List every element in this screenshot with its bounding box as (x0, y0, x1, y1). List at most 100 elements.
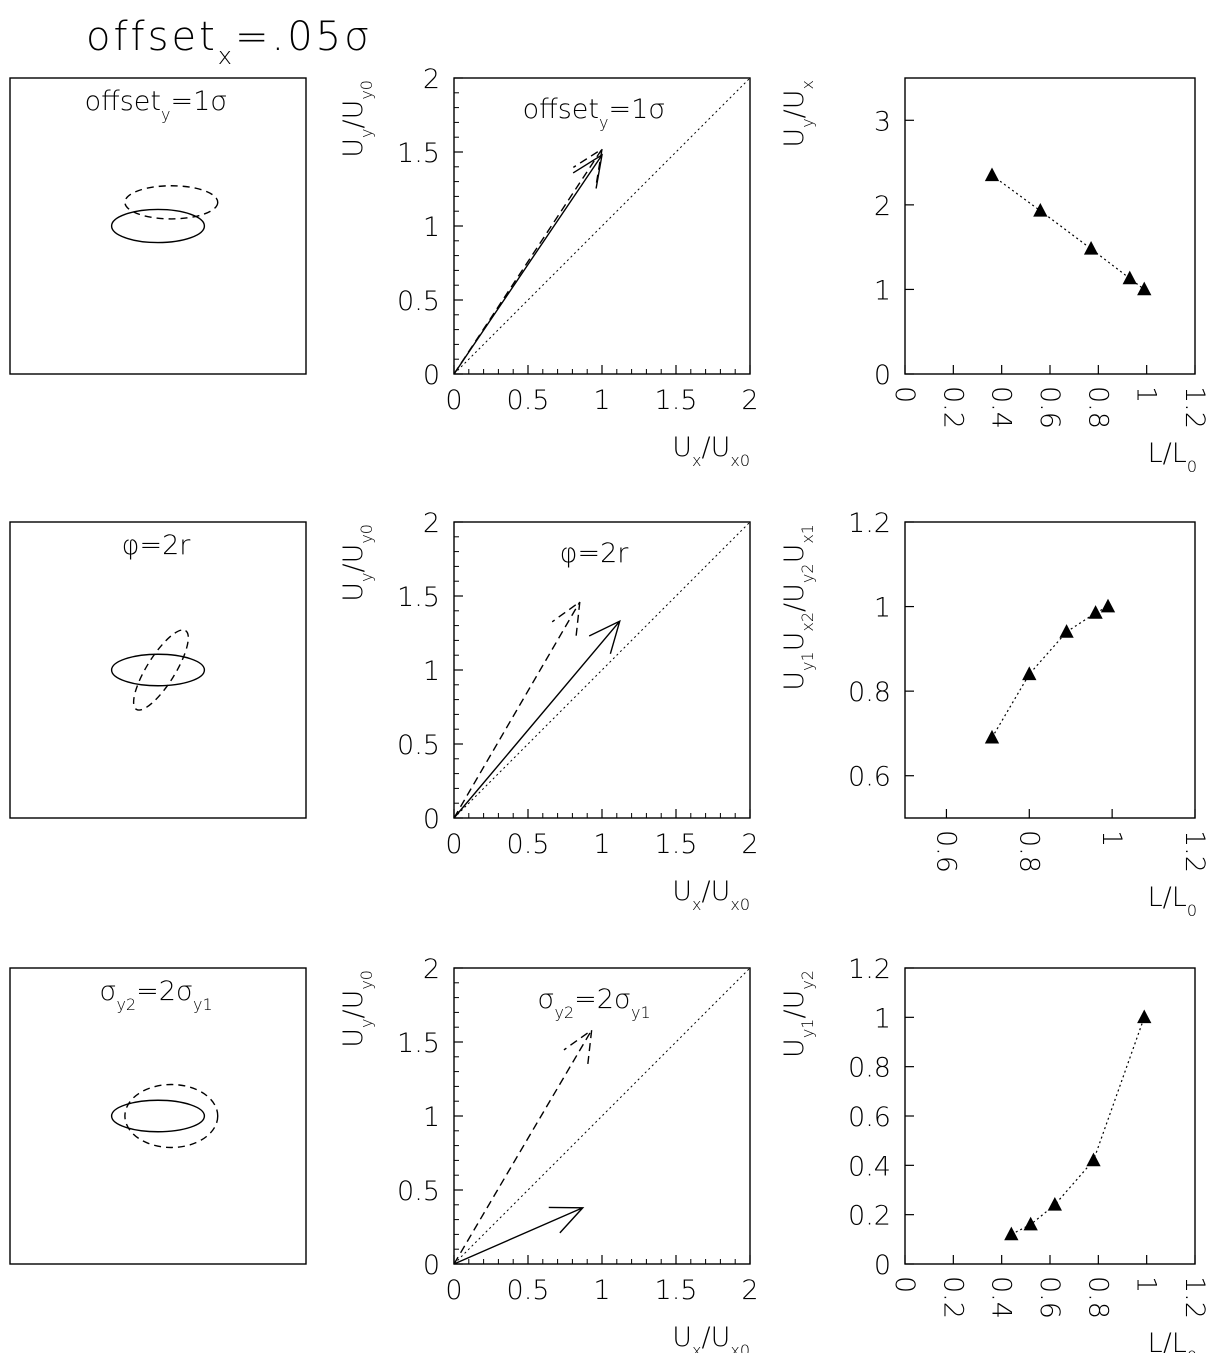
x-tick-label: 1 (1131, 1276, 1162, 1293)
ratio-frame (904, 521, 1196, 819)
x-tick-label: 0.4 (986, 386, 1017, 429)
data-point-1 (984, 167, 1000, 182)
y-tick-label: 0.5 (397, 1176, 440, 1207)
schematic-label: φ=2r (122, 530, 192, 561)
y-tick-label: 1 (423, 656, 440, 687)
y-axis-label-main2: /U (338, 544, 369, 573)
x-tick-label: 0.6 (1034, 386, 1065, 429)
ratio-y-axis-label-part: x1 (798, 524, 817, 544)
schematic-label-main: φ=2r (122, 530, 192, 561)
y-tick-label: 1.5 (397, 138, 440, 169)
ratio-x-axis-label-main: L/L (1148, 882, 1187, 913)
x-axis-label-main: U (672, 432, 692, 463)
y-tick-label: 1 (874, 593, 891, 624)
x-tick-label: 1.5 (655, 1275, 698, 1306)
x-axis-label-sub: x (692, 1341, 701, 1353)
y-tick-label: 1.2 (848, 954, 891, 985)
y-axis-label: Uy/Uy0 (338, 970, 376, 1048)
x-axis-label-sub2: x0 (730, 451, 750, 470)
schematic-label: offsety=1σ (85, 86, 228, 124)
beam-ellipse-solid (110, 1099, 206, 1133)
y-tick-label: 2 (874, 191, 891, 222)
x-tick-label: 0.8 (1082, 1276, 1113, 1319)
data-point-3 (1059, 624, 1074, 638)
schematic-frame (9, 521, 307, 819)
schematic-label-sub2: y1 (193, 995, 213, 1014)
solid-vector-arrow (453, 1206, 585, 1265)
y-axis-label-sub: y (357, 1019, 376, 1028)
x-axis-label: Ux/Ux0 (672, 876, 750, 914)
x-tick-label: 2 (741, 829, 758, 860)
x-tick-label: 0.6 (1034, 1276, 1065, 1319)
x-tick-label: 0.4 (986, 1276, 1017, 1319)
ratio-y-axis-label-part: y2 (798, 563, 817, 583)
ratio-y-axis-label-part: U (779, 128, 810, 148)
data-point-2 (1033, 202, 1048, 217)
vector-label-sub: y (599, 113, 608, 132)
x-tick-label: 0.8 (1013, 830, 1044, 873)
x-tick-label: 0.5 (507, 829, 550, 860)
figure-title-main: offset (86, 14, 218, 60)
x-tick-label: 0.2 (937, 1276, 968, 1319)
ratio-y-axis-label-part: y (798, 118, 817, 127)
data-point-5 (1137, 281, 1152, 296)
y-axis-label: Uy/Uy0 (338, 524, 376, 602)
data-point-3 (1047, 1197, 1062, 1211)
y-tick-label: 1 (874, 275, 891, 306)
y-tick-label: 0.5 (397, 286, 440, 317)
vector-label: σy2=2σy1 (537, 984, 650, 1022)
ratio-y-axis-label-part: U (779, 1038, 810, 1058)
y-axis-label-main2: /U (338, 100, 369, 129)
y-tick-label: 0 (423, 1250, 440, 1281)
schematic-label-rest: =2σ (136, 976, 193, 1007)
data-connector-line (991, 174, 1145, 290)
ratio-y-axis-label-part: /U (779, 990, 810, 1019)
y-tick-label: 2 (423, 64, 440, 95)
x-axis-label: Ux/Ux0 (672, 432, 750, 470)
y-axis-label: Uy/Uy0 (338, 80, 376, 158)
data-point-1 (984, 729, 1000, 744)
schematic-label-rest: =1σ (170, 86, 227, 117)
schematic-panel-1: offsety=1σ (9, 77, 307, 375)
ratio-y-axis-label-part: y2 (798, 970, 817, 990)
y-tick-label: 1 (874, 1003, 891, 1034)
y-tick-label: 0 (874, 360, 891, 391)
data-point-5 (1100, 598, 1116, 613)
ratio-y-axis-label-part: /U (779, 583, 810, 612)
data-point-3 (1083, 241, 1099, 255)
x-tick-label: 1 (1096, 830, 1127, 847)
vector-label: φ=2r (560, 538, 630, 569)
y-tick-label: 0.8 (848, 1053, 891, 1084)
y-tick-label: 1.5 (397, 1028, 440, 1059)
data-point-1 (1004, 1226, 1019, 1241)
ratio-x-axis-label: L/L0 (1148, 882, 1197, 920)
x-axis-label-main2: /U (701, 1322, 730, 1353)
ratio-y-axis-label-part: y1 (798, 1019, 817, 1039)
data-point-4 (1122, 270, 1137, 285)
beam-ellipse-dashed (124, 1083, 219, 1149)
y-axis-label-main: U (338, 1028, 369, 1048)
schematic-panel-2: φ=2r (9, 521, 307, 819)
data-point-2 (1022, 666, 1037, 681)
ratio-y-axis-label-part: y1 (798, 651, 817, 671)
x-axis-label: Ux/Ux0 (672, 1322, 750, 1353)
ratio-x-axis-label-main: L/L (1148, 438, 1187, 469)
x-tick-label: 1 (593, 1275, 610, 1306)
ratio-y-axis-label: Uy1/Uy2 (779, 970, 817, 1058)
ratio-x-axis-label-sub: 0 (1187, 901, 1197, 920)
y-tick-label: 2 (423, 508, 440, 539)
x-tick-label: 0.8 (1082, 386, 1113, 429)
x-tick-label: 0 (889, 1276, 920, 1293)
x-tick-label: 1 (593, 385, 610, 416)
x-tick-label: 0.2 (937, 386, 968, 429)
ratio-y-axis-label-part: U (779, 632, 810, 652)
vector-label-sub: y2 (554, 1003, 574, 1022)
schematic-label-main: σ (99, 976, 116, 1007)
vector-label-rest: =1σ (608, 94, 665, 125)
x-axis-label-main: U (672, 1322, 692, 1353)
ratio-y-axis-label-part: /U (779, 89, 810, 118)
